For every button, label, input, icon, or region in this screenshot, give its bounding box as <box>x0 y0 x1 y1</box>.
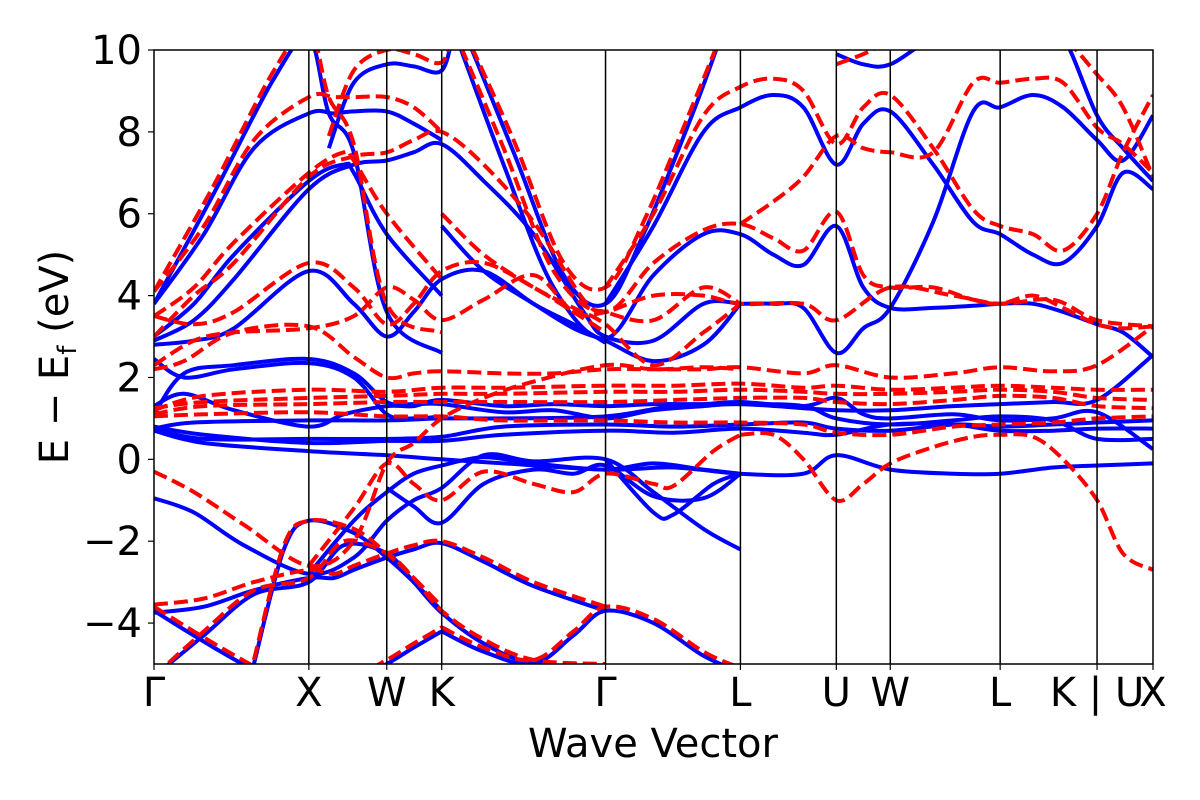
x-tick-label-3: K <box>429 670 457 716</box>
red-dashed-band-10 <box>154 387 1153 411</box>
y-tick-label-0: −4 <box>83 601 142 647</box>
blue-solid-band-21 <box>154 50 443 355</box>
x-tick-label-7: W <box>870 670 910 716</box>
red-dashed-band-5 <box>154 362 741 569</box>
y-axis-label-subscript: f <box>53 345 83 355</box>
red-dashed-band-17 <box>154 260 607 335</box>
red-dashed-band-9 <box>154 393 1153 417</box>
y-tick-label-2: 0 <box>117 437 142 483</box>
x-tick-label-6: U <box>822 670 851 716</box>
blue-solid-band-22 <box>326 50 452 149</box>
red-dashed-band-22 <box>460 50 1153 331</box>
blue-solid-band-14 <box>154 391 1153 451</box>
x-tick-label-0: Γ <box>143 670 166 716</box>
red-dashed-band-18 <box>154 50 443 335</box>
y-tick-label-4: 4 <box>117 274 142 320</box>
y-axis-label-unit: (eV) <box>32 250 78 346</box>
x-tick-label-5: L <box>729 670 752 716</box>
blue-solid-band-11 <box>154 428 1153 478</box>
y-tick-label-6: 8 <box>117 110 142 156</box>
red-dashed-band-20 <box>440 212 742 368</box>
red-dashed-band-19 <box>326 50 451 137</box>
x-tick-label-2: W <box>367 670 407 716</box>
red-dashed-band-7 <box>740 430 1153 572</box>
y-axis-label-main: E − E <box>32 355 78 465</box>
red-dashed-band-0 <box>154 604 443 664</box>
series-blue-solid <box>154 50 1153 664</box>
x-tick-label-8: L <box>989 670 1012 716</box>
plot-frame <box>153 49 1154 665</box>
y-tick-label-3: 2 <box>117 355 142 401</box>
blue-solid-band-9 <box>604 457 742 521</box>
red-dashed-band-16 <box>154 91 444 293</box>
x-tick-label-4: Γ <box>594 670 617 716</box>
blue-solid-band-12 <box>154 418 1153 442</box>
blue-solid-band-16 <box>154 357 442 421</box>
y-tick-label-7: 10 <box>91 28 142 74</box>
red-dashed-band-11 <box>154 381 1153 413</box>
blue-solid-band-26 <box>603 93 1153 305</box>
y-tick-label-1: −2 <box>83 519 142 565</box>
red-dashed-band-25 <box>835 50 1153 178</box>
red-dashed-band-4 <box>440 604 736 664</box>
red-dashed-band-8 <box>154 410 1153 438</box>
x-tick-label-9: K | U <box>1050 670 1144 716</box>
blue-solid-band-7 <box>385 462 742 526</box>
blue-solid-band-17 <box>154 140 741 345</box>
y-axis-label: E − Ef (eV) <box>32 250 83 465</box>
red-dashed-band-12 <box>154 322 1153 381</box>
blue-solid-band-15 <box>154 353 1153 421</box>
blue-solid-band-27 <box>740 93 1153 356</box>
red-dashed-band-23 <box>603 76 1153 289</box>
bands-layer <box>154 50 1153 664</box>
x-tick-label-1: X <box>295 670 322 716</box>
blue-solid-band-28 <box>835 50 1153 183</box>
blue-solid-band-2 <box>165 541 549 664</box>
red-dashed-band-24 <box>739 75 1153 226</box>
high-symmetry-lines <box>308 50 1098 664</box>
red-dashed-band-1 <box>154 538 607 609</box>
x-axis-label: Wave Vector <box>528 721 779 767</box>
blue-solid-band-10 <box>154 421 1153 446</box>
y-axis-ticks: −4 −2 0 2 4 6 8 10 <box>83 28 154 647</box>
x-tick-label-10: X <box>1139 670 1166 716</box>
red-dashed-band-3 <box>251 518 444 661</box>
blue-solid-band-0 <box>154 609 443 664</box>
y-tick-label-5: 6 <box>117 192 142 238</box>
blue-solid-band-4 <box>440 608 726 664</box>
